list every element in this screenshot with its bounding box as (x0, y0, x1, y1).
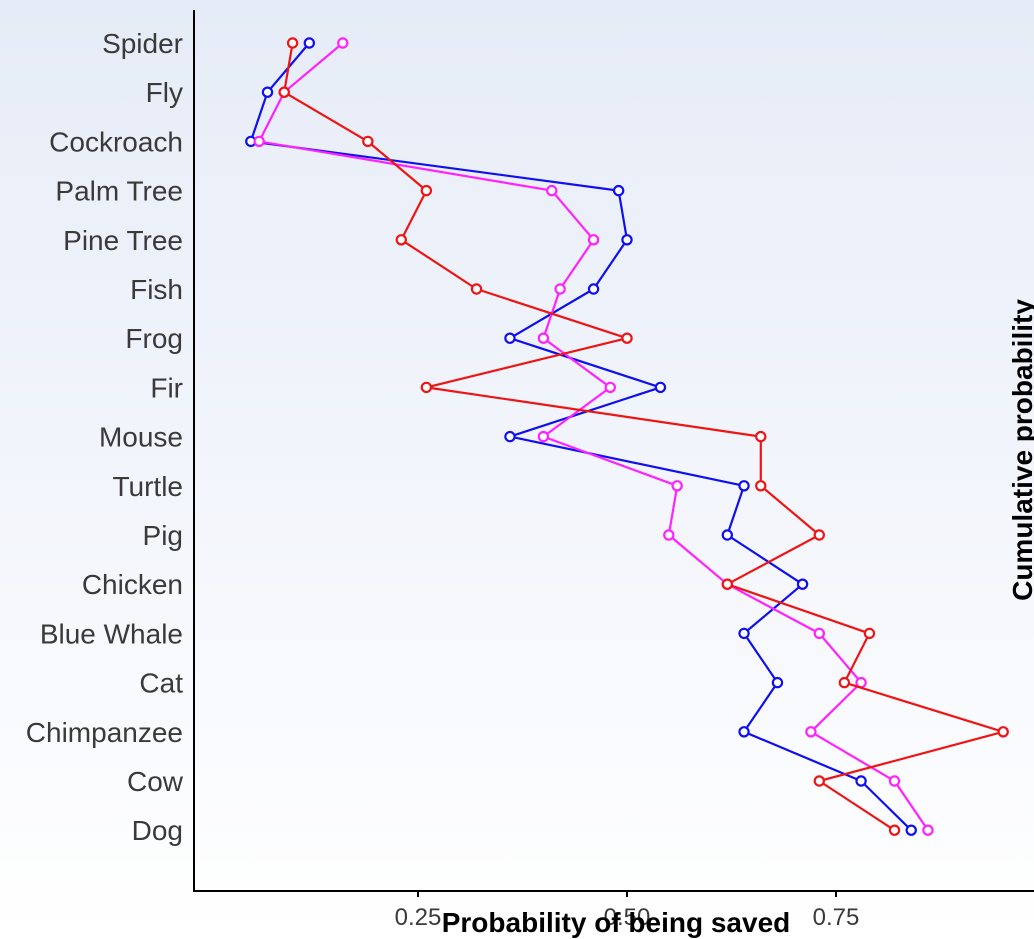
data-point (721, 529, 734, 541)
data-point (303, 37, 316, 49)
y-tick-label: Pine Tree (63, 225, 183, 256)
data-point (253, 135, 265, 148)
data-point (738, 726, 750, 738)
data-point (755, 480, 767, 492)
y-tick-label: Pig (143, 520, 183, 551)
data-point (755, 430, 767, 443)
series-layer (245, 37, 1009, 836)
y-tick-label: Cat (139, 668, 183, 699)
series-2 (278, 37, 1009, 836)
data-point (922, 824, 934, 836)
data-point (813, 775, 825, 787)
x-tick-label: 0.75 (813, 904, 860, 931)
data-point (863, 627, 876, 640)
data-point (838, 676, 851, 689)
data-point (796, 578, 809, 590)
data-point (470, 283, 483, 295)
axes (193, 10, 1034, 892)
y-tick-label: Fish (130, 274, 183, 305)
y-tick-label: Turtle (112, 471, 183, 502)
data-point (587, 234, 600, 246)
data-point (504, 430, 516, 443)
y-tick-label: Cow (127, 766, 184, 797)
x-tick-label: 0.25 (395, 904, 442, 931)
data-point (261, 86, 274, 98)
x-axis-label: Probability of being saved (442, 907, 791, 938)
series-line (283, 42, 1005, 832)
data-point (612, 184, 625, 197)
data-point (337, 37, 349, 49)
y-tick-label: Chimpanzee (26, 717, 183, 748)
y-tick-label: Chicken (82, 569, 183, 600)
y-tick-label: Blue Whale (40, 618, 183, 649)
data-point (504, 332, 516, 344)
y-tick-label: Cockroach (49, 126, 183, 157)
data-point (362, 135, 374, 148)
y-tick-label: Mouse (99, 422, 183, 453)
series-1 (253, 37, 934, 836)
data-point (813, 627, 825, 640)
data-point (420, 184, 433, 197)
data-point (771, 676, 784, 689)
data-point (855, 775, 867, 787)
data-point (621, 332, 633, 344)
data-point (888, 775, 901, 787)
data-point (554, 283, 566, 295)
data-point (286, 37, 299, 49)
y-tick-label: Dog (132, 815, 183, 846)
x-tick-labels: 0.25 0.50 0.75 (395, 891, 860, 931)
data-point (654, 381, 667, 394)
data-point (738, 627, 750, 640)
data-point (813, 529, 825, 541)
data-point (721, 578, 734, 590)
y-tick-label: Fir (150, 372, 183, 403)
y-tick-label: Frog (125, 323, 183, 354)
series-line (249, 42, 912, 831)
data-point (546, 184, 558, 197)
y-tick-label: Fly (146, 77, 183, 108)
data-point (537, 332, 550, 344)
data-point (604, 381, 616, 394)
series-line (258, 42, 929, 831)
y-tick-label: Spider (102, 28, 183, 59)
series-0 (245, 37, 917, 836)
data-point (997, 726, 1009, 738)
right-axis-label: Cumulative probability (1007, 299, 1034, 601)
data-point (278, 86, 290, 98)
data-point (420, 381, 433, 394)
y-tick-labels: Spider Fly Cockroach Palm Tree Pine Tree Fish… (26, 28, 184, 846)
data-point (738, 480, 750, 492)
data-point (805, 726, 817, 738)
data-point (395, 234, 407, 246)
data-point (587, 283, 600, 295)
data-point (663, 529, 675, 541)
data-point (537, 430, 550, 443)
data-point (671, 480, 683, 492)
y-tick-label: Palm Tree (55, 176, 183, 207)
data-point (888, 824, 901, 836)
data-point (621, 234, 633, 246)
data-point (905, 824, 917, 836)
x-tick-label: 0.50 (604, 904, 651, 931)
